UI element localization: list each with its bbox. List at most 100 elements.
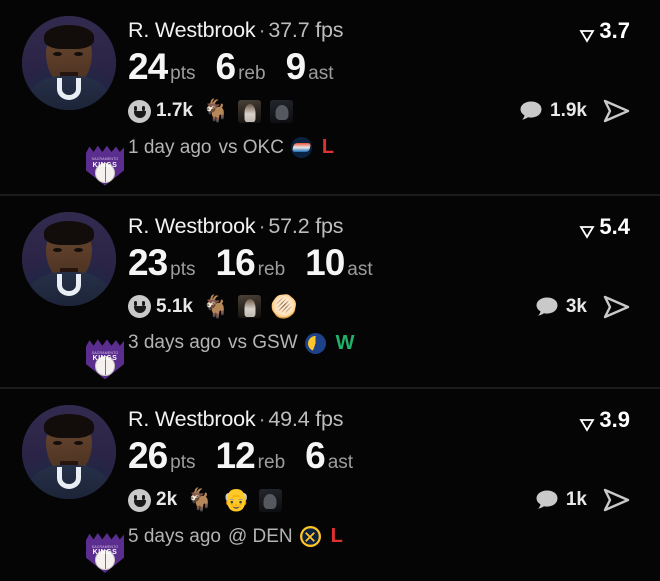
share-send-icon[interactable]: [603, 295, 630, 319]
reaction-count: 1.7k: [156, 100, 193, 121]
old-man-face-emoji[interactable]: 👴: [222, 487, 250, 513]
avatar-eye-left: [53, 52, 62, 56]
den-nuggets-logo: [299, 526, 321, 548]
stat-value: 9: [285, 46, 307, 87]
rating-badge: 3.9: [579, 407, 642, 433]
stat-label: pts: [170, 63, 196, 84]
basketball-icon: [95, 162, 115, 183]
fps-value: 49.4 fps: [268, 407, 344, 432]
stat-label: pts: [170, 258, 196, 280]
smiley-face-icon[interactable]: [128, 488, 151, 512]
reaction-count: 2k: [156, 489, 178, 511]
post-body: R. Westbrook · 57.2 fps 5.4 23 pts 16 reb: [122, 206, 642, 388]
game-time: 5 days ago: [128, 525, 221, 547]
game-result: L: [330, 525, 343, 548]
stat-value: 26: [128, 435, 168, 477]
smiley-face-icon[interactable]: [128, 295, 151, 319]
hoop-photo-reaction[interactable]: [270, 99, 294, 123]
headline-row: R. Westbrook · 37.7 fps 3.7: [128, 18, 642, 44]
dark-photo-reaction[interactable]: [258, 488, 282, 512]
player-name[interactable]: R. Westbrook: [128, 18, 256, 42]
stat-value: 24: [128, 46, 168, 87]
rating-value: 5.4: [599, 213, 630, 239]
stat-value: 6: [305, 435, 326, 477]
player-photo-reaction[interactable]: [238, 295, 262, 319]
reactions-group[interactable]: 5.1k 🐐 🫓: [128, 293, 298, 319]
share-send-icon[interactable]: [603, 99, 630, 123]
avatar-eye-left: [53, 441, 62, 446]
reaction-count-group[interactable]: 5.1k: [128, 295, 193, 319]
avatar[interactable]: SACRAMENTO KINGS: [22, 206, 124, 388]
separator-dot: ·: [258, 18, 266, 42]
comment-count: 1.9k: [550, 100, 587, 121]
brick-emoji[interactable]: 🫓: [270, 293, 298, 319]
gsw-warriors-logo: [304, 332, 326, 354]
stat-ast: 9 ast: [286, 48, 334, 85]
player-avatar-image[interactable]: [22, 405, 116, 500]
avatar-jersey: [28, 271, 110, 306]
triangle-down-icon: [579, 220, 595, 239]
post-card[interactable]: SACRAMENTO KINGS R. Westbrook · 49.4 fps 3…: [0, 387, 660, 581]
game-time: 1 day ago: [128, 136, 212, 158]
sacramento-kings-badge: SACRAMENTO KINGS: [86, 533, 124, 573]
player-name[interactable]: R. Westbrook: [128, 213, 256, 238]
game-time: 3 days ago: [128, 332, 221, 354]
stat-label: ast: [308, 63, 334, 84]
stats-row: 24 pts 6 reb 9 ast: [128, 48, 642, 85]
goat-emoji[interactable]: 🐐: [186, 487, 214, 513]
player-name[interactable]: R. Westbrook: [128, 407, 256, 432]
kings-badge-subtext: SACRAMENTO: [91, 544, 119, 549]
right-actions: 3k: [535, 295, 630, 319]
comment-bubble-icon[interactable]: [535, 296, 559, 318]
stat-ast: 6 ast: [305, 437, 353, 474]
kings-badge-subtext: SACRAMENTO: [91, 157, 119, 162]
sacramento-kings-badge: SACRAMENTO KINGS: [86, 145, 124, 186]
game-footer: 5 days ago @ DEN L: [128, 525, 642, 548]
reactions-group[interactable]: 2k 🐐 👴: [128, 487, 282, 513]
reactions-group[interactable]: 1.7k 🐐: [128, 98, 294, 123]
basketball-icon: [95, 550, 115, 570]
basketball-icon: [95, 356, 115, 377]
avatar[interactable]: SACRAMENTO KINGS: [22, 399, 124, 581]
headline-row: R. Westbrook · 49.4 fps 3.9: [128, 407, 642, 433]
game-matchup: vs OKC: [218, 136, 284, 158]
comment-count: 3k: [565, 295, 587, 317]
headline-row: R. Westbrook · 57.2 fps 5.4: [128, 214, 642, 240]
stat-label: pts: [170, 452, 196, 474]
player-avatar-image[interactable]: [22, 211, 116, 306]
avatar[interactable]: SACRAMENTO KINGS: [22, 10, 124, 194]
smiley-face-icon[interactable]: [128, 99, 151, 123]
share-send-icon[interactable]: [603, 488, 630, 512]
reaction-count-group[interactable]: 2k: [128, 488, 178, 512]
kings-badge-text: KINGS: [92, 549, 118, 556]
comment-bubble-icon[interactable]: [519, 100, 543, 122]
post-card[interactable]: SACRAMENTO KINGS R. Westbrook · 57.2 fps 5…: [0, 193, 660, 388]
stat-pts: 26 pts: [128, 437, 196, 474]
goat-emoji[interactable]: 🐐: [201, 293, 230, 319]
post-card[interactable]: SACRAMENTO KINGS R. Westbrook · 37.7 fps 3…: [0, 0, 660, 194]
avatar-hair: [44, 25, 94, 49]
comment-bubble-icon[interactable]: [535, 489, 559, 511]
kings-badge-subtext: SACRAMENTO: [91, 350, 119, 355]
comments-button[interactable]: 3k: [535, 296, 587, 318]
avatar-jersey: [28, 76, 110, 110]
comments-button[interactable]: 1k: [535, 489, 587, 511]
rating-badge: 3.7: [579, 18, 642, 44]
reaction-count-group[interactable]: 1.7k: [128, 99, 193, 123]
game-result: W: [335, 331, 355, 354]
player-avatar-image[interactable]: [22, 16, 116, 110]
right-actions: 1k: [535, 488, 630, 512]
triangle-down-icon: [579, 413, 595, 433]
game-footer: 1 day ago vs OKC L: [128, 136, 642, 159]
comments-button[interactable]: 1.9k: [519, 100, 587, 122]
avatar-jersey: [28, 465, 110, 500]
engagement-row: 5.1k 🐐 🫓 3k: [128, 295, 642, 319]
kings-badge-text: KINGS: [92, 355, 118, 363]
right-actions: 1.9k: [519, 99, 630, 123]
stat-reb: 16 reb: [216, 244, 286, 281]
goat-emoji[interactable]: 🐐: [201, 98, 230, 123]
player-photo-reaction[interactable]: [238, 99, 262, 123]
reaction-count: 5.1k: [156, 295, 193, 317]
post-body: R. Westbrook · 49.4 fps 3.9 26 pts 12 reb: [122, 399, 642, 581]
